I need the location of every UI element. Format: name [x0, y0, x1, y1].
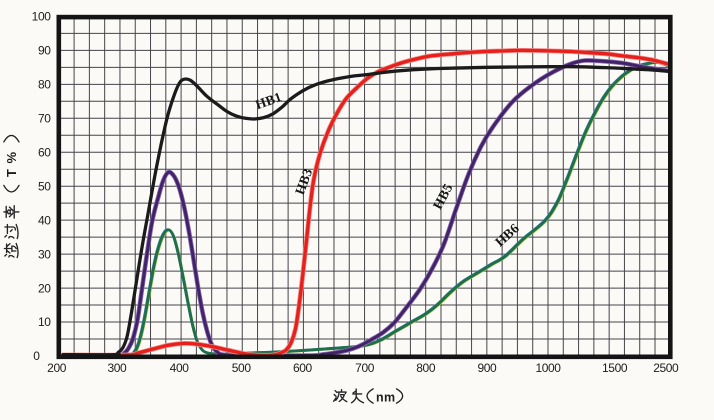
- svg-text:1000: 1000: [535, 361, 561, 375]
- svg-text:0: 0: [33, 349, 40, 363]
- svg-text:30: 30: [38, 247, 51, 261]
- svg-text:2500: 2500: [653, 361, 679, 375]
- svg-text:80: 80: [38, 78, 51, 92]
- svg-text:900: 900: [477, 361, 497, 375]
- svg-text:400: 400: [170, 361, 190, 375]
- svg-text:300: 300: [107, 361, 127, 375]
- svg-text:nm: nm: [376, 391, 396, 405]
- svg-text:70: 70: [38, 112, 51, 126]
- svg-text:600: 600: [293, 361, 313, 375]
- svg-text:1500: 1500: [602, 361, 628, 375]
- svg-text:90: 90: [38, 44, 51, 58]
- svg-text:100: 100: [32, 10, 52, 24]
- svg-text:%: %: [4, 152, 19, 164]
- svg-text:10: 10: [38, 315, 51, 329]
- svg-text:700: 700: [355, 361, 375, 375]
- svg-text:200: 200: [47, 361, 67, 375]
- svg-text:800: 800: [416, 361, 436, 375]
- svg-text:60: 60: [38, 145, 51, 159]
- svg-text:40: 40: [38, 213, 51, 227]
- svg-text:50: 50: [38, 179, 51, 193]
- svg-text:20: 20: [38, 281, 51, 295]
- svg-text:T: T: [4, 169, 19, 177]
- svg-text:500: 500: [232, 361, 252, 375]
